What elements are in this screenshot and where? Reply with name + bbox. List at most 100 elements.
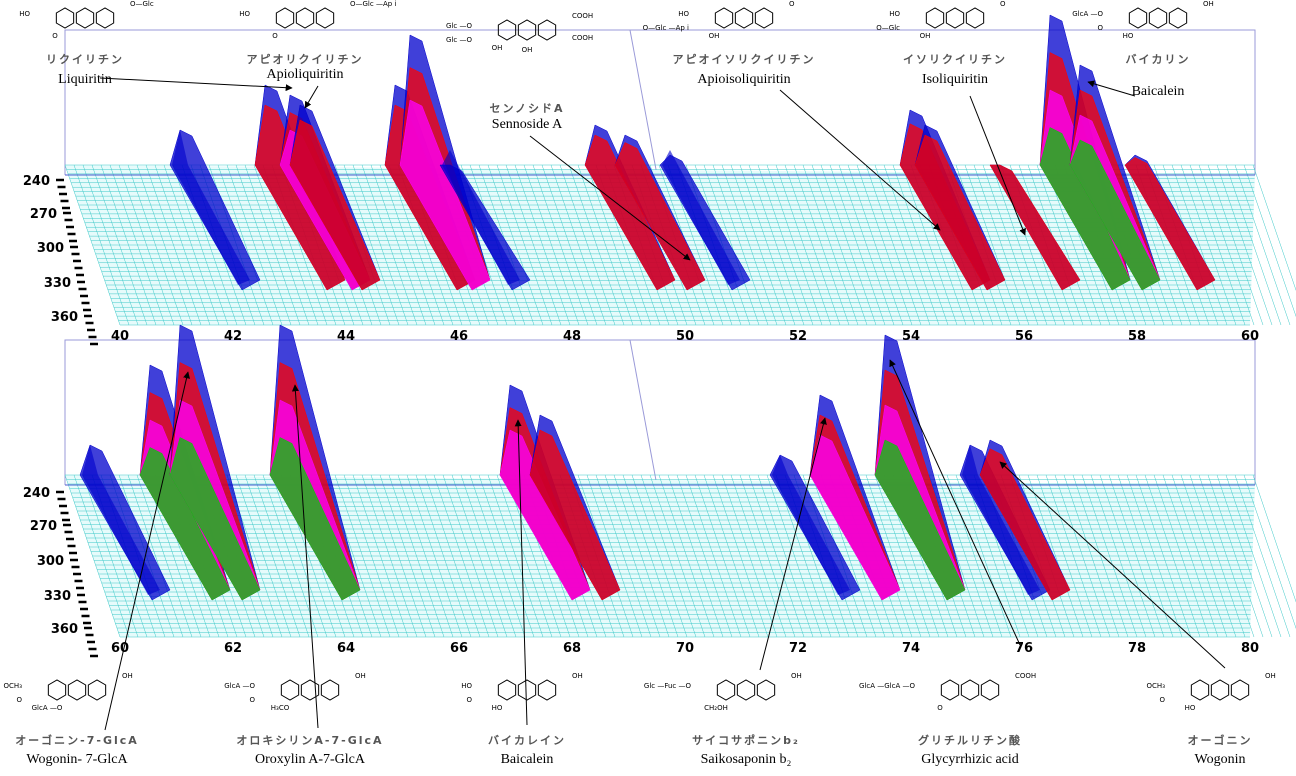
mesh-col bbox=[415, 474, 472, 638]
mesh-col bbox=[253, 474, 310, 638]
substituent: OH bbox=[791, 672, 802, 680]
mesh-col bbox=[775, 164, 832, 326]
substituent: OH bbox=[1265, 672, 1276, 680]
mesh-col bbox=[235, 164, 292, 326]
mesh-col bbox=[847, 164, 904, 326]
ring bbox=[320, 679, 340, 701]
ring bbox=[47, 679, 67, 701]
arrow bbox=[779, 89, 941, 231]
mesh-col bbox=[613, 474, 670, 638]
substituent: COOH bbox=[572, 34, 593, 42]
substituent: GlcA —O bbox=[1072, 10, 1103, 18]
compound-name-en: Oroxylin A-7-GlcA bbox=[255, 752, 366, 767]
ring bbox=[1210, 679, 1230, 701]
peak-band bbox=[614, 142, 706, 291]
mesh-col bbox=[586, 474, 643, 638]
mesh-col bbox=[163, 164, 220, 326]
mesh-col bbox=[1135, 474, 1192, 638]
back-wall bbox=[64, 339, 1256, 485]
ring bbox=[537, 19, 557, 41]
peak-band bbox=[172, 130, 250, 285]
peak-band bbox=[1124, 157, 1216, 291]
structure: OCH₃ GlcA —O OH O bbox=[4, 672, 133, 712]
mesh-col bbox=[1153, 474, 1210, 638]
ring bbox=[714, 7, 734, 29]
mesh-col bbox=[874, 164, 931, 326]
substituent: OH bbox=[492, 44, 503, 52]
peak-band bbox=[914, 134, 1006, 291]
mesh-col bbox=[82, 474, 139, 638]
mesh-col bbox=[955, 474, 1012, 638]
structure: HO O O—Glc —Ap i bbox=[239, 0, 396, 40]
wavelength-tick-label: 270 bbox=[30, 519, 57, 534]
mesh-col bbox=[586, 164, 643, 326]
x-tick-label: 42 bbox=[224, 329, 242, 344]
arrow bbox=[291, 384, 319, 729]
ring bbox=[497, 19, 517, 41]
mesh-col bbox=[811, 164, 868, 326]
substituent: O—Glc bbox=[130, 0, 154, 8]
x-tick-label: 62 bbox=[224, 641, 242, 656]
mesh-col bbox=[964, 164, 1021, 326]
mesh-col bbox=[1054, 474, 1111, 638]
mesh-col bbox=[352, 474, 409, 638]
compound-name-en: Sennoside A bbox=[492, 117, 563, 132]
mesh-col bbox=[1234, 164, 1291, 326]
mesh-col bbox=[82, 164, 139, 326]
mesh-col bbox=[1225, 474, 1282, 638]
substituent: HO bbox=[461, 682, 472, 690]
substituent: O bbox=[16, 696, 22, 704]
mesh-col bbox=[865, 474, 922, 638]
annotations: 40 42 44 46 48 50 52 54 56 58 60240270300330360HOO… bbox=[4, 0, 1276, 767]
x-tick-label: 80 bbox=[1241, 641, 1259, 656]
structure: Glc —O OH COOH Glc —O OH COOH bbox=[446, 12, 593, 54]
mesh-col bbox=[406, 474, 463, 638]
mesh-col bbox=[388, 164, 445, 326]
mesh-col bbox=[1216, 164, 1273, 326]
mesh-col bbox=[109, 164, 166, 326]
substituent: CH₂OH bbox=[704, 704, 728, 712]
arrow bbox=[99, 77, 293, 92]
mesh-col bbox=[73, 474, 130, 638]
wavelength-tick-label: 330 bbox=[44, 276, 71, 291]
mesh-col bbox=[712, 164, 769, 326]
mesh-col bbox=[1162, 474, 1219, 638]
ring bbox=[537, 679, 557, 701]
ring bbox=[940, 679, 960, 701]
substituent: Glc —Fuc —O bbox=[644, 682, 692, 690]
wavelength-tick-label: 270 bbox=[30, 207, 57, 222]
ring bbox=[754, 7, 774, 29]
mesh-col bbox=[550, 164, 607, 326]
peak-band bbox=[169, 437, 261, 601]
substituent: HO bbox=[1123, 32, 1134, 40]
peak-band bbox=[529, 429, 621, 601]
mesh-col bbox=[721, 164, 778, 326]
x-tick-label: 74 bbox=[902, 641, 920, 656]
mesh-col bbox=[271, 474, 328, 638]
x-tick-label: 68 bbox=[563, 641, 581, 656]
wavelength-tick-label: 330 bbox=[44, 589, 71, 604]
mesh-col bbox=[937, 474, 994, 638]
mesh-col bbox=[1252, 474, 1296, 603]
substituent: OCH₃ bbox=[1147, 682, 1166, 690]
mesh-col bbox=[676, 474, 733, 638]
peak-band bbox=[809, 434, 901, 601]
x-tick-label: 60 bbox=[1241, 329, 1259, 344]
mesh-col bbox=[1072, 474, 1129, 638]
mesh-col bbox=[685, 474, 742, 638]
mesh-col bbox=[487, 164, 544, 326]
mesh-col bbox=[496, 474, 553, 638]
substituent: HO bbox=[19, 10, 30, 18]
x-tick-label: 64 bbox=[337, 641, 355, 656]
x-tick-label: 44 bbox=[337, 329, 355, 344]
mesh-col bbox=[127, 164, 184, 326]
arrow bbox=[999, 461, 1226, 669]
substituent: HO bbox=[678, 10, 689, 18]
compound-name-en: Wogonin- 7-GlcA bbox=[26, 752, 128, 767]
substituent: GlcA —O bbox=[224, 682, 255, 690]
arrow bbox=[759, 417, 827, 671]
mesh-col bbox=[262, 474, 319, 638]
mesh-col bbox=[1171, 164, 1228, 326]
ring bbox=[517, 679, 537, 701]
